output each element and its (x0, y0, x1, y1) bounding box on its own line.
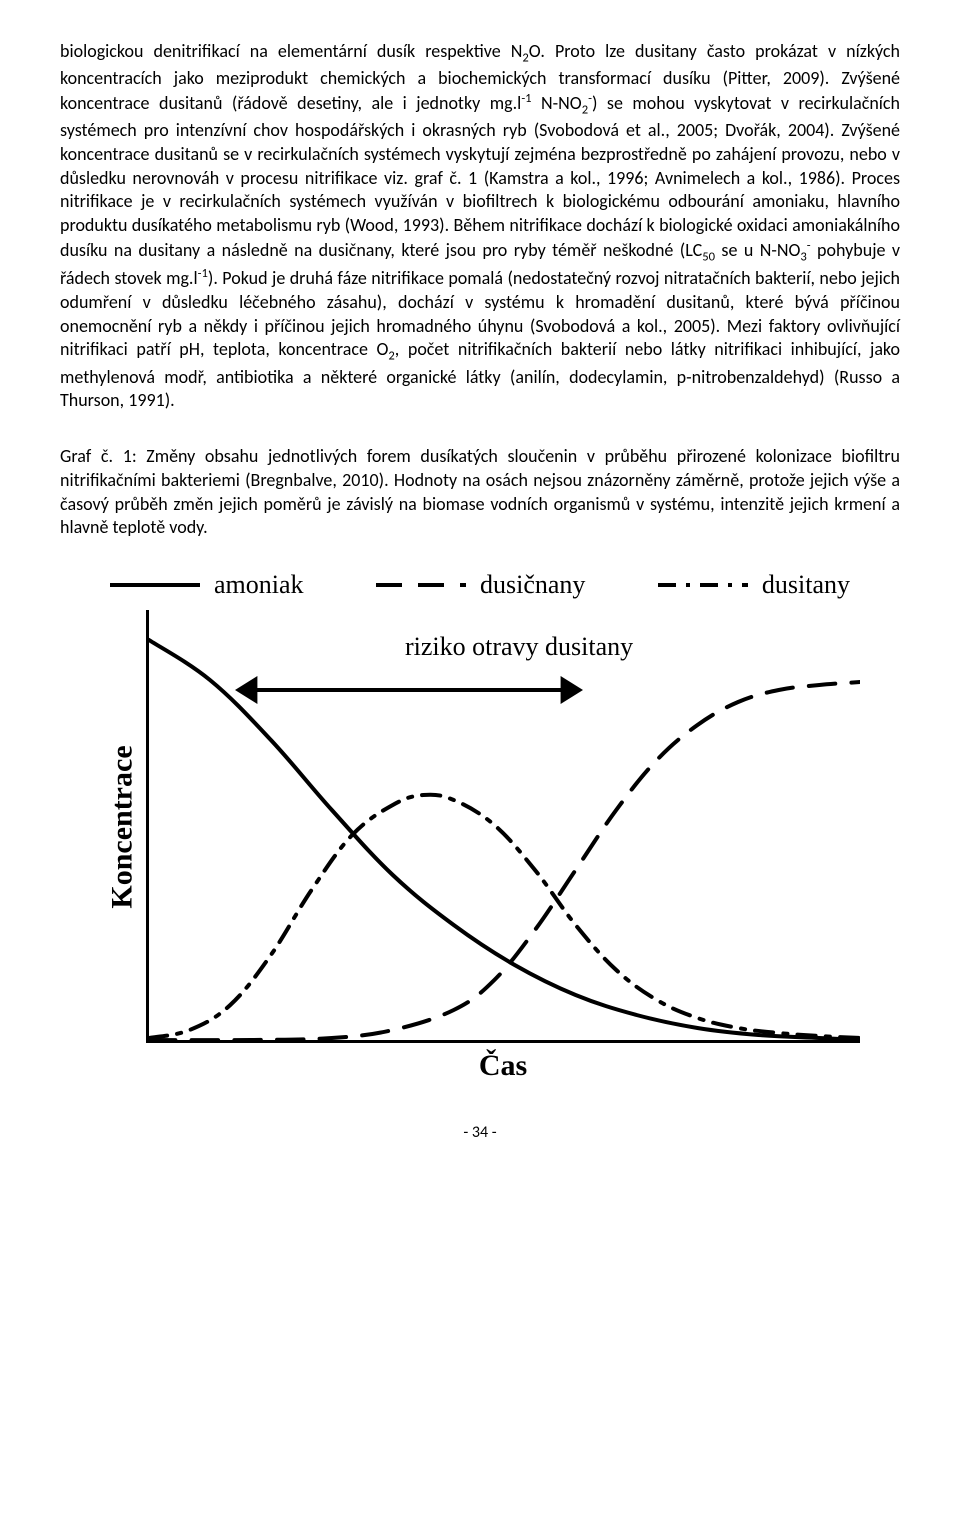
chart-annotation-arrow (235, 672, 583, 708)
legend-label-amoniak: amoniak (214, 570, 304, 600)
chart: amoniak dusičnany dusitany Koncentrace riz… (100, 570, 860, 1083)
chart-annotation-label: riziko otravy dusitany (405, 632, 633, 662)
legend-item-dusicnany: dusičnany (376, 570, 585, 600)
legend-label-dusitany: dusitany (762, 570, 850, 600)
legend-label-dusicnany: dusičnany (480, 570, 585, 600)
chart-y-axis-label-col: Koncentrace (100, 610, 146, 1043)
series-dusicnany (149, 682, 860, 1040)
figure-caption: Graf č. 1: Změny obsahu jednotlivých for… (60, 445, 900, 540)
chart-y-axis-label: Koncentrace (106, 745, 140, 908)
series-dusitany (149, 795, 860, 1038)
legend-item-amoniak: amoniak (110, 570, 304, 600)
chart-plot-area: riziko otravy dusitany (146, 610, 860, 1043)
page: biologickou denitrifikací na elementární… (0, 0, 960, 1172)
page-number: - 34 - (60, 1123, 900, 1142)
chart-legend: amoniak dusičnany dusitany (100, 570, 860, 610)
chart-x-axis-label: Čas (146, 1049, 860, 1083)
body-paragraph-1: biologickou denitrifikací na elementární… (60, 40, 900, 413)
legend-item-dusitany: dusitany (658, 570, 850, 600)
chart-plot-row: Koncentrace riziko otravy dusitany (100, 610, 860, 1043)
